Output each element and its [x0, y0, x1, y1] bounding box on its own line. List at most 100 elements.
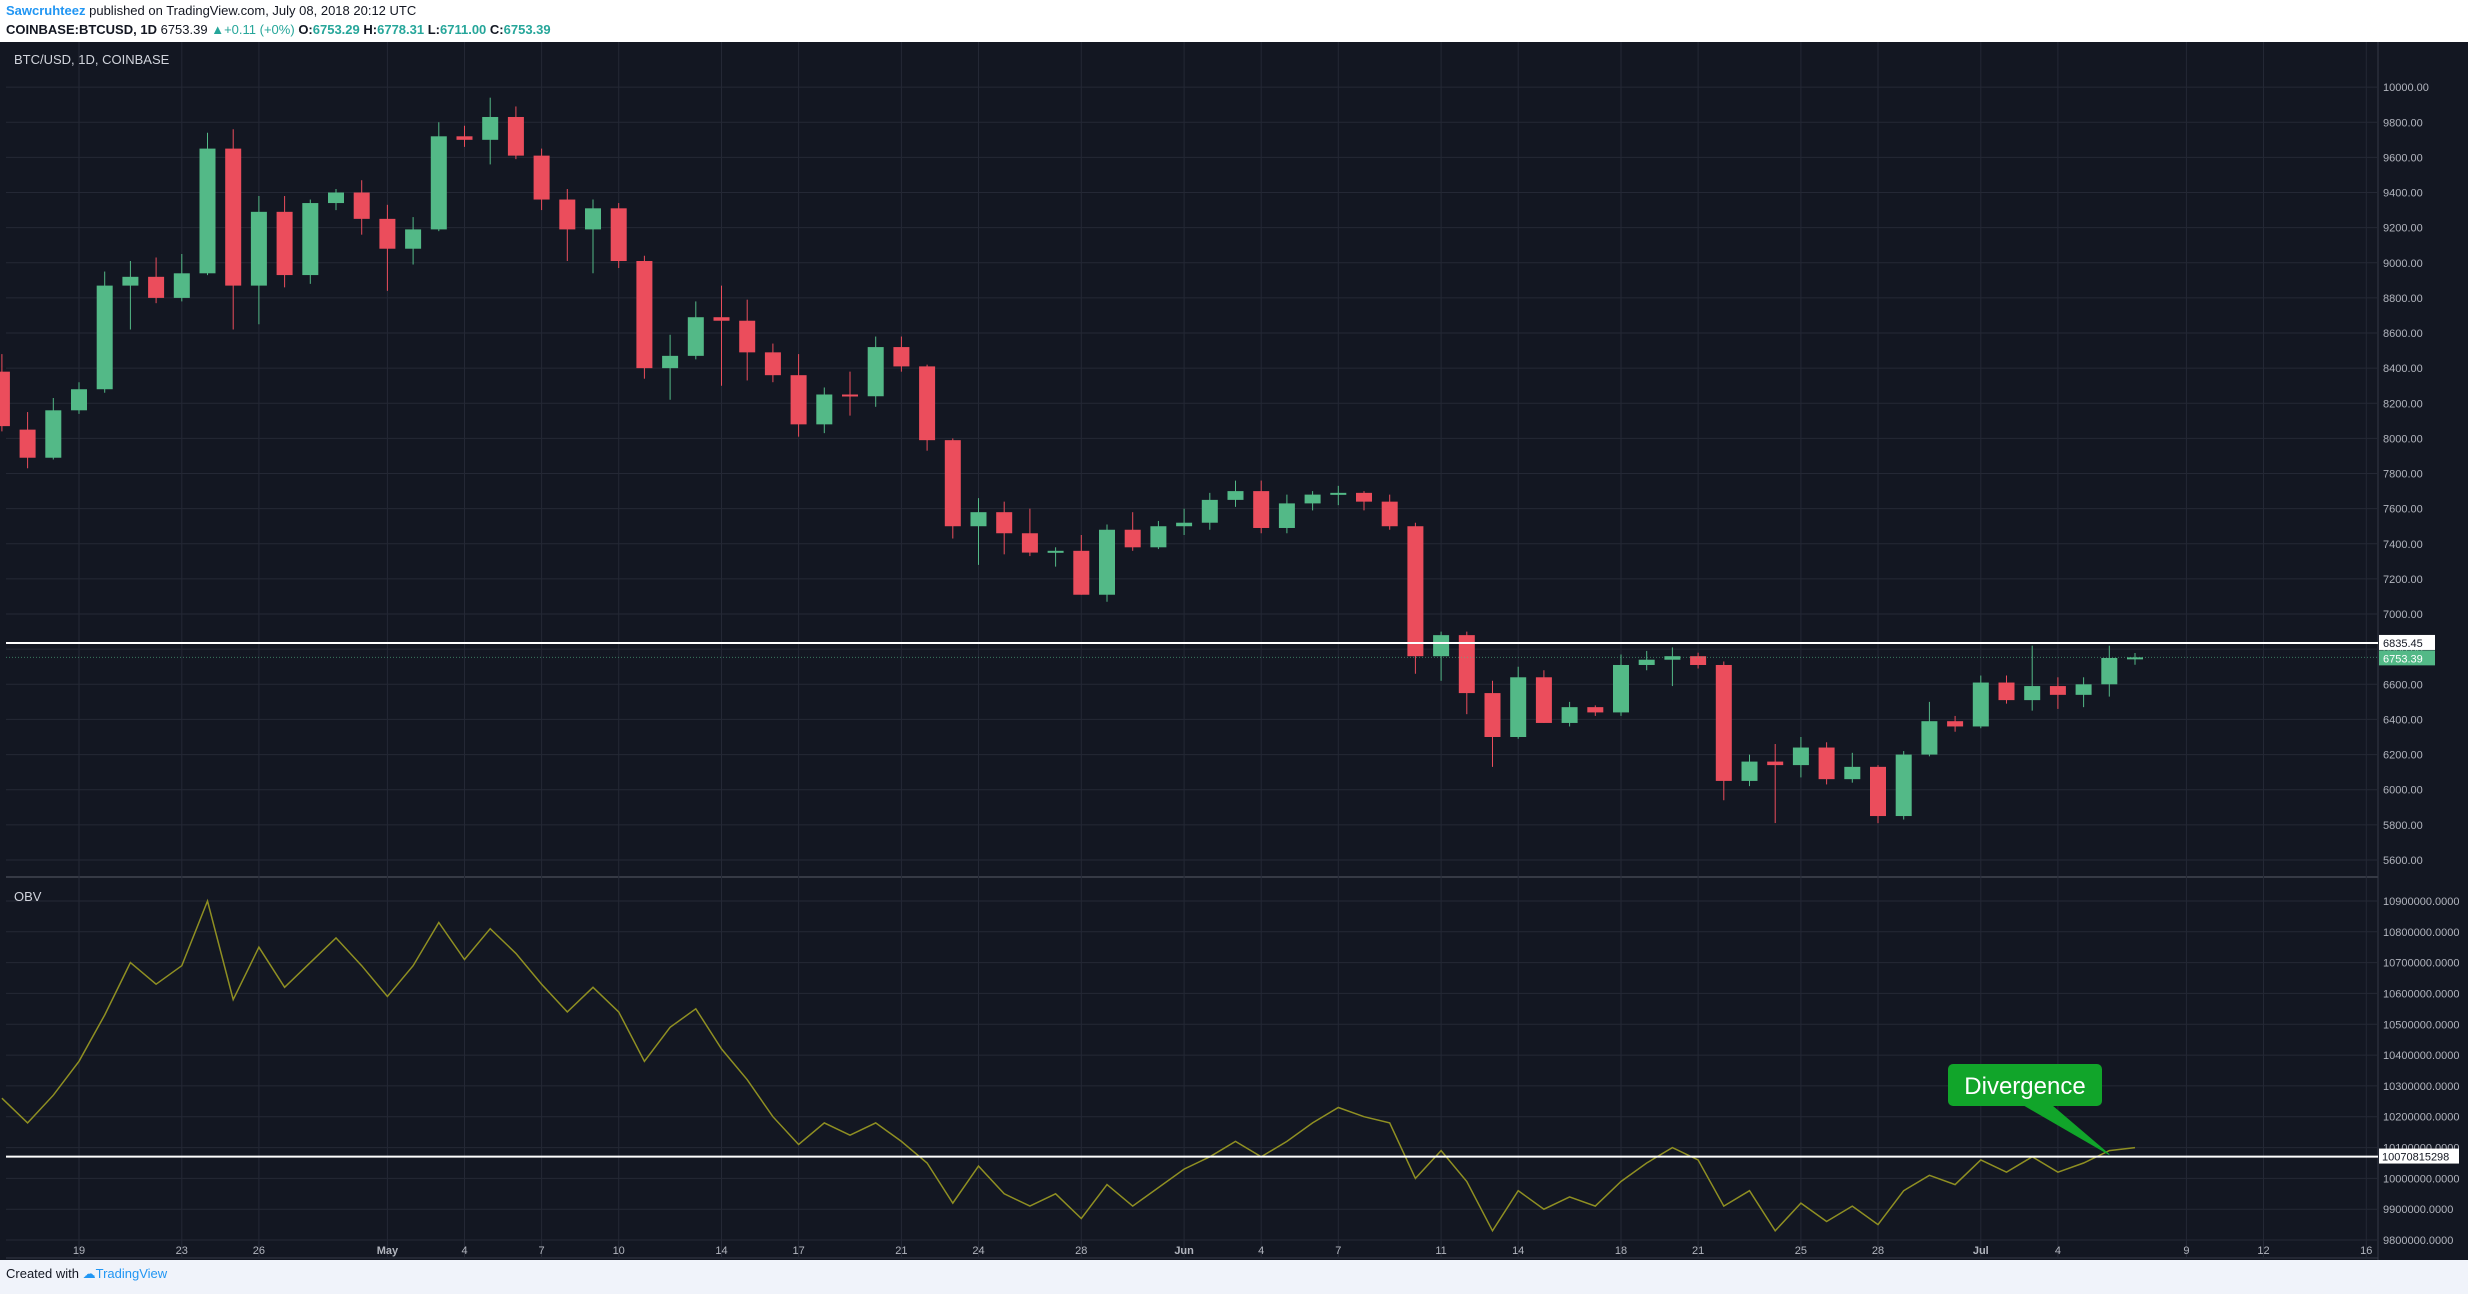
candle-body	[996, 512, 1013, 534]
candle[interactable]	[456, 125, 473, 147]
candle[interactable]	[1664, 647, 1681, 687]
candle[interactable]	[1150, 520, 1167, 550]
candle[interactable]	[507, 106, 524, 160]
candle[interactable]	[610, 203, 627, 269]
candle[interactable]	[662, 334, 679, 400]
candle-body	[1124, 529, 1141, 548]
candle[interactable]	[739, 299, 756, 381]
obv-pane[interactable]: OBV	[1, 889, 2378, 1233]
candle[interactable]	[1278, 494, 1295, 534]
candle[interactable]	[1176, 508, 1193, 536]
candle[interactable]	[328, 189, 344, 211]
candle[interactable]	[1818, 742, 1835, 785]
candle[interactable]	[687, 301, 704, 360]
candle[interactable]	[19, 412, 36, 469]
candle[interactable]	[405, 217, 422, 265]
candle[interactable]	[1895, 751, 1912, 820]
price-tick-label: 9200.00	[2383, 223, 2423, 235]
candle[interactable]	[533, 148, 550, 211]
candle[interactable]	[764, 343, 781, 383]
author-link[interactable]: Sawcruhteez	[6, 3, 86, 18]
candle[interactable]	[1021, 508, 1038, 557]
candle[interactable]	[1535, 670, 1552, 723]
candle[interactable]	[893, 336, 910, 372]
candle[interactable]	[996, 501, 1013, 555]
candle[interactable]	[1073, 535, 1090, 595]
candle[interactable]	[970, 498, 987, 565]
candle[interactable]	[71, 382, 87, 414]
candle[interactable]	[2127, 652, 2143, 665]
candle[interactable]	[1253, 480, 1270, 534]
candle[interactable]	[1561, 701, 1578, 727]
candle[interactable]	[1792, 737, 1809, 778]
chart-area[interactable]: BTC/USD, 1D, COINBASE OBV 5600.00 5800.00…	[0, 42, 2468, 1260]
candle[interactable]	[2075, 677, 2092, 708]
candle[interactable]	[45, 398, 62, 460]
candle[interactable]	[585, 199, 601, 274]
candle[interactable]	[1972, 675, 1989, 729]
candle[interactable]	[1638, 650, 1655, 671]
candle[interactable]	[1407, 522, 1424, 674]
obv-line[interactable]	[1, 898, 2136, 1233]
candle[interactable]	[1099, 524, 1115, 602]
time-tick-label: 7	[539, 1245, 545, 1257]
candle[interactable]	[1844, 752, 1861, 783]
candle[interactable]	[276, 196, 293, 288]
candle[interactable]	[1201, 492, 1218, 530]
candle[interactable]	[919, 364, 936, 451]
candle-body	[662, 355, 679, 369]
candle[interactable]	[379, 204, 396, 291]
candle[interactable]	[1767, 744, 1784, 824]
candle[interactable]	[1047, 547, 1064, 567]
candle[interactable]	[1921, 701, 1938, 757]
candle[interactable]	[2024, 645, 2041, 711]
price-pane[interactable]: BTC/USD, 1D, COINBASE	[0, 52, 2378, 824]
candle[interactable]	[148, 257, 165, 304]
candle[interactable]	[1381, 494, 1398, 530]
candle[interactable]	[1304, 491, 1321, 511]
candle[interactable]	[1484, 680, 1501, 767]
divergence-annotation[interactable]: Divergence	[1948, 1064, 2110, 1156]
candle-body	[250, 211, 267, 286]
candle[interactable]	[96, 271, 113, 393]
candle[interactable]	[199, 132, 216, 276]
candle[interactable]	[1124, 512, 1141, 551]
candle[interactable]	[173, 253, 190, 302]
annotation-box[interactable]	[1948, 1064, 2102, 1106]
candle[interactable]	[1690, 652, 1707, 669]
candle[interactable]	[1510, 666, 1527, 739]
candle-body	[1510, 677, 1527, 737]
candle[interactable]	[1458, 631, 1475, 715]
candle[interactable]	[1330, 485, 1347, 506]
candle[interactable]	[225, 129, 242, 330]
candle[interactable]	[790, 354, 807, 437]
candle[interactable]	[1227, 480, 1244, 507]
candle[interactable]	[1356, 491, 1372, 511]
candle[interactable]	[1947, 715, 1964, 732]
candle[interactable]	[353, 180, 370, 235]
candle[interactable]	[2049, 677, 2066, 709]
obv-tick-label: 10800000.0000	[2383, 927, 2459, 939]
candle[interactable]	[2101, 645, 2118, 697]
candle[interactable]	[1741, 754, 1758, 787]
candle[interactable]	[1870, 765, 1886, 824]
candle[interactable]	[482, 97, 499, 165]
candle[interactable]	[430, 122, 447, 232]
candle[interactable]	[713, 285, 730, 386]
candle[interactable]	[302, 199, 319, 284]
candle[interactable]	[559, 189, 576, 262]
candle[interactable]	[1998, 675, 2015, 704]
candle[interactable]	[0, 354, 10, 432]
candle[interactable]	[636, 255, 653, 379]
candle[interactable]	[250, 196, 267, 325]
candle[interactable]	[1613, 654, 1629, 716]
candle[interactable]	[816, 387, 833, 434]
candle[interactable]	[1433, 631, 1450, 681]
candle[interactable]	[1587, 705, 1604, 716]
candle[interactable]	[842, 371, 858, 416]
candle[interactable]	[944, 438, 961, 539]
candle[interactable]	[1715, 661, 1732, 801]
tradingview-link[interactable]: TradingView	[95, 1266, 168, 1281]
candle[interactable]	[867, 336, 884, 407]
candle[interactable]	[122, 261, 139, 330]
